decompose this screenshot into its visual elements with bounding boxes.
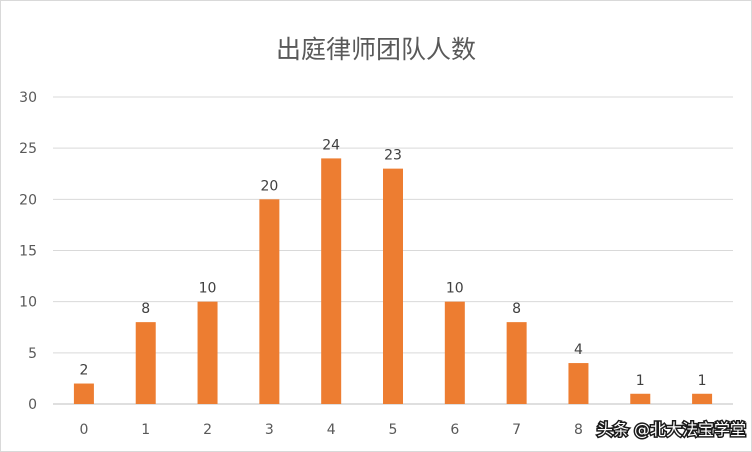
x-tick-label: 2 [203, 422, 212, 438]
x-tick-label: 5 [389, 422, 398, 438]
bar [630, 393, 651, 404]
bar-value-label: 1 [636, 373, 645, 389]
bar-value-label: 24 [322, 137, 340, 153]
bar [259, 199, 280, 404]
x-tick-label: 4 [327, 422, 336, 438]
x-axis-tick-labels: 0 1 2 3 4 5 6 7 8 9 10 [79, 422, 711, 438]
y-tick-label: 10 [19, 295, 37, 311]
bar-value-label: 1 [698, 373, 707, 389]
bar-value-label: 23 [384, 148, 402, 164]
y-tick-label: 0 [28, 397, 37, 413]
x-tick-label: 3 [265, 422, 274, 438]
bar-value-label: 8 [141, 301, 150, 317]
bar-value-label: 2 [79, 363, 88, 379]
chart-title: 出庭律师团队人数 [276, 35, 476, 64]
bar [506, 322, 527, 404]
x-tick-label: 0 [79, 422, 88, 438]
bar [321, 158, 342, 404]
bar-value-label: 10 [446, 281, 464, 297]
bar-value-label: 8 [512, 301, 521, 317]
x-tick-label: 9 [636, 422, 645, 438]
y-tick-label: 25 [19, 141, 37, 157]
x-tick-label: 1 [141, 422, 150, 438]
y-tick-label: 20 [19, 192, 37, 208]
y-tick-label: 15 [19, 244, 37, 260]
bar [692, 393, 713, 404]
bar [197, 301, 218, 404]
bar [444, 301, 465, 404]
y-tick-label: 5 [28, 346, 37, 362]
bar [383, 168, 403, 404]
x-tick-label: 10 [693, 422, 711, 438]
watermark-text: 头条 @北大法宝学堂 [597, 420, 746, 439]
bars [73, 158, 713, 404]
bar [568, 363, 589, 404]
bar-value-label: 20 [260, 178, 278, 194]
bar [135, 322, 156, 404]
x-tick-label: 6 [450, 422, 459, 438]
data-labels: 2 8 10 20 24 23 10 8 4 1 1 [79, 137, 706, 388]
bar [73, 383, 94, 404]
y-tick-label: 30 [19, 90, 37, 106]
bar-value-label: 10 [199, 281, 217, 297]
x-tick-label: 8 [574, 422, 583, 438]
bar-value-label: 4 [574, 342, 583, 358]
x-tick-label: 7 [512, 422, 521, 438]
y-axis-tick-labels: 0 5 10 15 20 25 30 [19, 90, 37, 413]
